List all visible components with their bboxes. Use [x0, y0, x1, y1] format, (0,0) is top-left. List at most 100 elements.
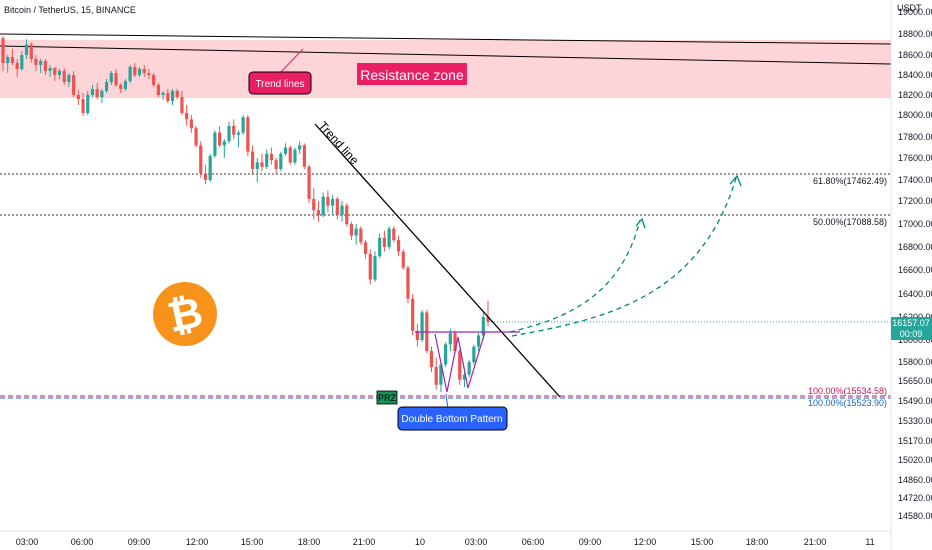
- last-price: 16157.07: [892, 318, 930, 328]
- candle-body: [250, 151, 255, 169]
- time-axis[interactable]: 03:00 06:00 09:00 12:00 15:00 18:00 21:00 10 03:…: [16, 537, 875, 547]
- candle-body: [137, 69, 142, 75]
- time-tick: 06:00: [522, 537, 545, 547]
- candle-body: [302, 145, 306, 167]
- time-tick: 12:00: [186, 537, 209, 547]
- price-tick: 15490.00: [898, 396, 932, 406]
- candle-body: [218, 132, 222, 146]
- candle-body: [6, 57, 10, 63]
- candle-body: [133, 67, 137, 75]
- candle-body: [1, 38, 5, 63]
- candle-body: [166, 93, 170, 101]
- price-tick: 15170.00: [898, 436, 932, 446]
- trend-lines-pointer: [277, 48, 304, 76]
- double-bottom-shape: [434, 331, 486, 393]
- candle-body: [175, 91, 179, 97]
- candle-body: [345, 205, 349, 224]
- time-tick: 18:00: [746, 537, 769, 547]
- fib-label-50: 50.00%(17088.58): [813, 217, 887, 227]
- candle-body: [170, 91, 175, 101]
- candle-body: [340, 205, 344, 215]
- price-tick: 18000.00: [898, 110, 932, 120]
- candle-body: [411, 298, 415, 331]
- trend-line-label: Trend line: [316, 119, 362, 168]
- last-price-tag: [891, 317, 932, 340]
- candle-body: [147, 73, 151, 75]
- candle-body: [298, 145, 302, 150]
- candle-body: [236, 132, 241, 135]
- candle-body: [109, 73, 113, 82]
- trend-line-upper: [0, 33, 892, 45]
- candle-body: [387, 228, 391, 247]
- candle-body: [95, 89, 99, 97]
- projection-path-2: [511, 177, 737, 337]
- price-tick: 17800.00: [898, 132, 932, 142]
- candle-body: [180, 97, 184, 113]
- time-tick: 10: [415, 537, 425, 547]
- price-tick: 18800.00: [898, 29, 932, 39]
- fib-label-61: 61.80%(17462.49): [813, 176, 887, 186]
- candle-body: [222, 141, 226, 146]
- candle-body: [39, 61, 43, 65]
- prz-tag: [376, 390, 398, 405]
- candle-body: [307, 166, 311, 199]
- price-tick: 16800.00: [898, 242, 932, 252]
- candle-body: [246, 117, 250, 152]
- candle-body: [472, 346, 476, 362]
- candle-body: [86, 95, 90, 113]
- candle-body: [458, 351, 462, 380]
- pattern-label: Double Bottom Pattern: [401, 414, 502, 425]
- candle-body: [439, 364, 443, 385]
- price-tick: 16600.00: [898, 265, 932, 275]
- price-tick: 15330.00: [898, 416, 932, 426]
- price-tick: 15800.00: [898, 357, 932, 367]
- candle-body: [462, 374, 467, 380]
- candle-body: [24, 44, 29, 55]
- price-axis[interactable]: 14580.00 14720.00 14860.00 15020.00 15170.00…: [898, 7, 932, 521]
- candle-body: [401, 251, 405, 268]
- candles: [1, 36, 891, 393]
- price-tick: 17200.00: [898, 196, 932, 206]
- candle-body: [104, 82, 109, 91]
- prz-label-1: 100.00%(15534.58): [808, 386, 887, 396]
- projection-arrow-2: [729, 174, 742, 187]
- candle-body: [321, 196, 325, 215]
- candle-body: [283, 147, 288, 154]
- candle-body: [10, 57, 15, 63]
- bitcoin-logo: ₿: [153, 282, 217, 346]
- candle-body: [448, 333, 452, 345]
- candle-body: [467, 362, 471, 375]
- candle-body: [185, 113, 189, 120]
- price-tick: 18600.00: [898, 50, 932, 60]
- time-tick: 11: [865, 537, 874, 547]
- candle-body: [335, 198, 339, 215]
- candle-body: [62, 71, 66, 82]
- candle-body: [279, 153, 283, 169]
- candle-body: [213, 132, 217, 156]
- time-tick: 12:00: [634, 537, 657, 547]
- candle-body: [203, 173, 208, 180]
- price-tick: 17400.00: [898, 175, 932, 185]
- candle-body: [152, 75, 156, 85]
- candle-body: [34, 59, 38, 65]
- time-tick: 21:00: [804, 537, 827, 547]
- candle-body: [48, 68, 52, 71]
- candle-body: [29, 44, 33, 59]
- candle-body: [241, 117, 245, 133]
- candle-body: [392, 228, 396, 241]
- resistance-zone-label-bg: [357, 63, 467, 85]
- time-tick: 15:00: [241, 537, 264, 547]
- candle-body: [208, 155, 212, 180]
- descending-trend-line: [314, 123, 561, 398]
- price-tick: 17000.00: [898, 219, 932, 229]
- price-tick: 16400.00: [898, 289, 932, 299]
- candle-body: [288, 147, 292, 163]
- resistance-zone-label: Resistance zone: [360, 67, 464, 83]
- candle-body: [15, 63, 19, 69]
- candle-body: [316, 210, 321, 215]
- candle-body: [476, 335, 481, 347]
- trend-lines-callout: [248, 71, 312, 95]
- price-tick: 18200.00: [898, 90, 932, 100]
- candle-body: [331, 198, 335, 206]
- candle-body: [119, 85, 123, 89]
